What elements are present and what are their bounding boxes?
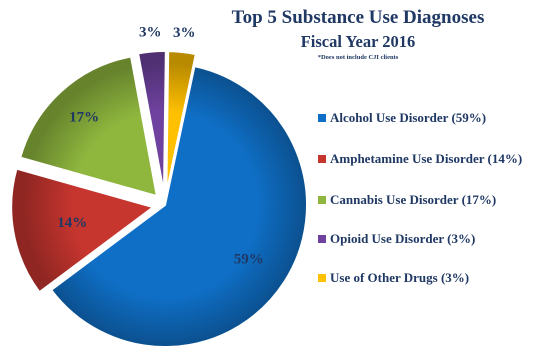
pie-slice-alcohol (49, 64, 308, 348)
data-label-amphetamine: 14% (57, 215, 87, 231)
pie-slice-other-drugs (165, 50, 198, 194)
chart-note: *Does not include CJI clients (317, 54, 399, 61)
data-label-alcohol: 59% (234, 252, 264, 268)
legend-swatch (318, 155, 326, 163)
data-label-opioid: 3% (139, 25, 162, 41)
legend-swatch (318, 196, 326, 204)
chart-subtitle: Fiscal Year 2016 (300, 32, 416, 51)
legend-label: Alcohol Use Disorder (59%) (330, 110, 487, 125)
chart-title: Top 5 Substance Use Diagnoses (231, 7, 485, 28)
pie-slice-cannabis (19, 55, 159, 198)
legend-label: Amphetamine Use Disorder (14%) (330, 151, 523, 166)
legend-swatch (318, 235, 326, 243)
legend-swatch (318, 114, 326, 122)
data-label-cannabis: 17% (69, 109, 99, 125)
data-label-other-drugs: 3% (173, 25, 196, 41)
pie-slice-opioid (136, 50, 167, 194)
pie-slice-amphetamine (10, 167, 156, 294)
legend-label: Use of Other Drugs (3%) (330, 270, 470, 285)
legend-label: Cannabis Use Disorder (17%) (330, 192, 497, 207)
legend-swatch (318, 274, 326, 282)
legend-label: Opioid Use Disorder (3%) (330, 231, 476, 246)
